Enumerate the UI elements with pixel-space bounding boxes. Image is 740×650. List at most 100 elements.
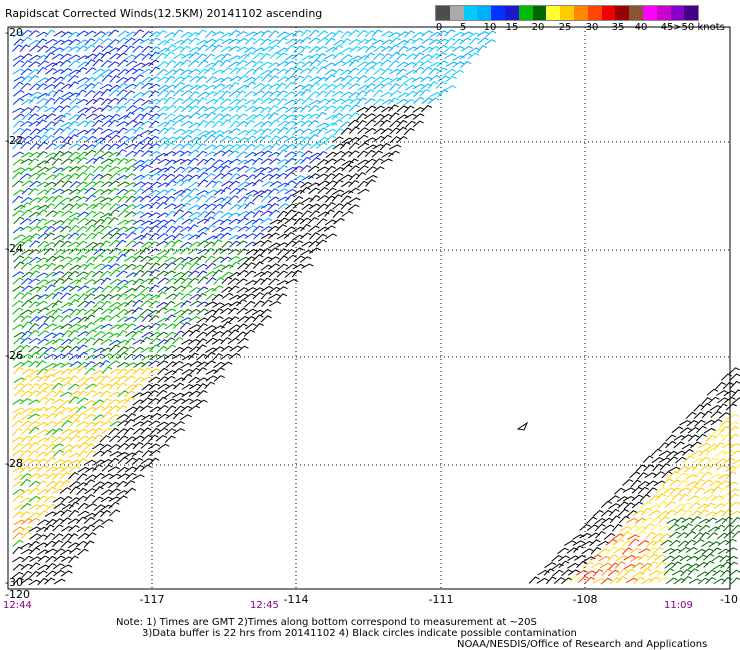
wind-barb xyxy=(28,337,41,344)
wind-barb xyxy=(76,39,89,46)
wind-barb xyxy=(28,579,41,586)
wind-barb xyxy=(212,203,224,211)
wind-barb xyxy=(45,473,58,480)
wind-barb xyxy=(61,210,73,217)
wind-barb xyxy=(124,436,137,443)
wind-barb xyxy=(189,75,202,83)
wind-barb xyxy=(181,391,194,398)
wind-barb xyxy=(324,54,337,60)
wind-barb xyxy=(69,98,81,105)
wind-barb xyxy=(53,411,64,419)
wind-barb xyxy=(237,315,250,323)
wind-barb xyxy=(692,463,703,472)
wind-barb xyxy=(149,344,160,352)
wind-barb xyxy=(68,452,81,459)
wind-barb xyxy=(380,134,392,142)
wind-barb xyxy=(43,242,57,248)
wind-barb xyxy=(69,419,81,428)
wind-barb xyxy=(157,89,169,97)
wind-barb xyxy=(411,77,425,83)
wind-barb xyxy=(20,202,32,210)
wind-barb xyxy=(188,174,201,181)
wind-barb xyxy=(421,66,433,74)
wind-barb xyxy=(76,473,88,481)
wind-barb xyxy=(84,106,97,113)
wind-barb xyxy=(28,473,41,480)
wind-barb xyxy=(68,81,79,89)
wind-barb xyxy=(412,120,424,128)
wind-barb xyxy=(220,172,233,180)
wind-barb xyxy=(148,276,159,285)
wind-barb xyxy=(673,450,686,457)
wind-barb xyxy=(669,487,682,495)
wind-barb xyxy=(37,555,50,562)
wind-barb xyxy=(197,203,210,210)
wind-barb xyxy=(172,68,185,76)
wind-barb xyxy=(148,98,161,105)
wind-barb xyxy=(12,167,25,173)
wind-barb xyxy=(52,338,64,345)
wind-barb xyxy=(235,90,247,99)
wind-barb xyxy=(67,542,80,549)
wind-barb xyxy=(68,54,81,61)
wind-barb xyxy=(67,120,79,129)
wind-barb xyxy=(116,44,128,52)
wind-barb xyxy=(13,120,25,128)
wind-barb xyxy=(67,518,80,525)
wind-barb xyxy=(412,83,425,90)
wind-barb xyxy=(252,194,264,202)
wind-barb xyxy=(243,211,256,218)
wind-barb xyxy=(616,496,629,503)
wind-barb xyxy=(29,128,41,136)
wind-barb xyxy=(357,61,370,68)
wind-barb xyxy=(132,428,145,435)
wind-barb xyxy=(20,141,32,150)
wind-barb xyxy=(125,457,137,465)
wind-barb xyxy=(84,128,97,135)
wind-barb xyxy=(117,456,129,465)
wind-barb xyxy=(84,494,96,502)
wind-barb xyxy=(301,150,313,158)
wind-barb xyxy=(212,308,224,316)
wind-barb xyxy=(35,360,47,368)
wind-barb xyxy=(476,45,488,53)
wind-barb xyxy=(484,39,497,46)
wind-barb xyxy=(93,263,106,270)
wind-barb xyxy=(187,187,199,196)
wind-barb xyxy=(655,486,668,494)
wind-barb xyxy=(60,465,73,473)
wind-barb xyxy=(181,373,193,382)
wind-barb xyxy=(707,532,719,540)
wind-barb xyxy=(141,331,154,338)
wind-barb xyxy=(348,197,361,204)
wind-barb xyxy=(236,151,248,159)
wind-barb xyxy=(12,442,24,451)
wind-barb xyxy=(260,256,273,263)
wind-barb xyxy=(12,171,23,180)
wind-barb xyxy=(308,187,320,195)
wind-barb xyxy=(196,97,208,105)
wind-barb xyxy=(325,98,337,105)
wind-barb xyxy=(37,375,50,382)
wind-barb xyxy=(165,405,177,413)
wind-barb xyxy=(341,82,352,90)
wind-barb xyxy=(421,46,434,53)
wind-barb xyxy=(460,31,473,37)
wind-barb xyxy=(148,113,161,120)
wind-barb xyxy=(132,299,144,307)
wind-barb xyxy=(252,292,264,300)
wind-barb xyxy=(245,37,257,45)
wind-barb xyxy=(61,233,73,241)
wind-barb xyxy=(608,562,620,570)
wind-barb xyxy=(27,450,39,458)
wind-barb xyxy=(349,55,362,61)
wind-barb xyxy=(28,301,40,309)
wind-barb xyxy=(36,218,48,226)
wind-barb xyxy=(35,315,48,322)
wind-barb xyxy=(601,568,613,577)
wind-barb xyxy=(92,338,104,346)
wind-barb xyxy=(45,166,58,173)
wind-barb xyxy=(27,413,40,420)
wind-barb xyxy=(141,383,154,391)
wind-barb xyxy=(655,493,667,501)
